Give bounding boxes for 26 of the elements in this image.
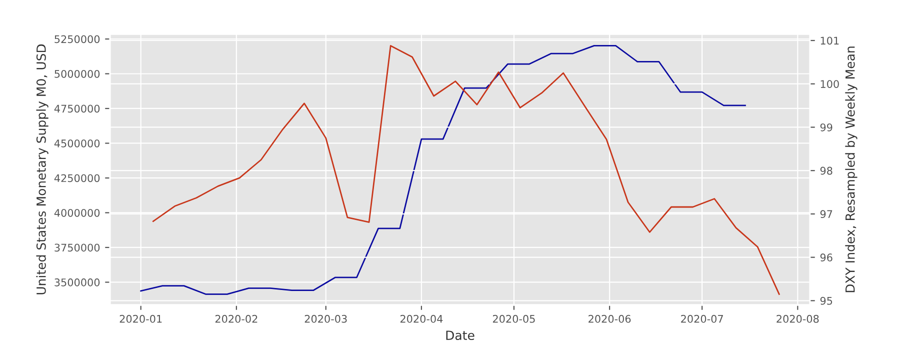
y-tick-label: 4250000 <box>54 174 100 182</box>
y-tick-label: 4750000 <box>54 104 100 113</box>
y2-axis-title: DXY Index, Resampled by Weekly Mean <box>845 46 858 292</box>
y2-tick-label: 96 <box>820 254 832 262</box>
y-axis-title: United States Monetary Supply M0, USD <box>36 44 48 294</box>
x-tick-label: 2020-06 <box>588 314 631 323</box>
y-tick-label: 5250000 <box>54 35 100 44</box>
y-tick-label: 4500000 <box>54 139 100 148</box>
x-tick-label: 2020-08 <box>776 314 819 323</box>
y-tick-label: 3750000 <box>54 244 100 252</box>
y2-tick-label: 101 <box>820 36 839 45</box>
y2-tick-label: 99 <box>820 123 832 132</box>
x-tick-label: 2020-04 <box>400 314 443 323</box>
x-tick-label: 2020-02 <box>215 314 258 323</box>
y2-tick-label: 100 <box>820 80 839 88</box>
y2-tick-label: 95 <box>820 296 832 305</box>
y-tick-label: 5000000 <box>54 70 100 78</box>
y2-tick-label: 98 <box>820 166 832 175</box>
y2-tick-label: 97 <box>820 210 832 218</box>
x-tick-label: 2020-05 <box>492 314 535 323</box>
x-tick-label: 2020-01 <box>120 314 162 323</box>
x-tick-label: 2020-03 <box>304 314 347 323</box>
x-axis-title: Date <box>446 330 474 340</box>
y-tick-label: 3500000 <box>54 278 100 286</box>
y-tick-label: 4000000 <box>54 208 100 217</box>
x-tick-label: 2020-07 <box>681 314 723 323</box>
